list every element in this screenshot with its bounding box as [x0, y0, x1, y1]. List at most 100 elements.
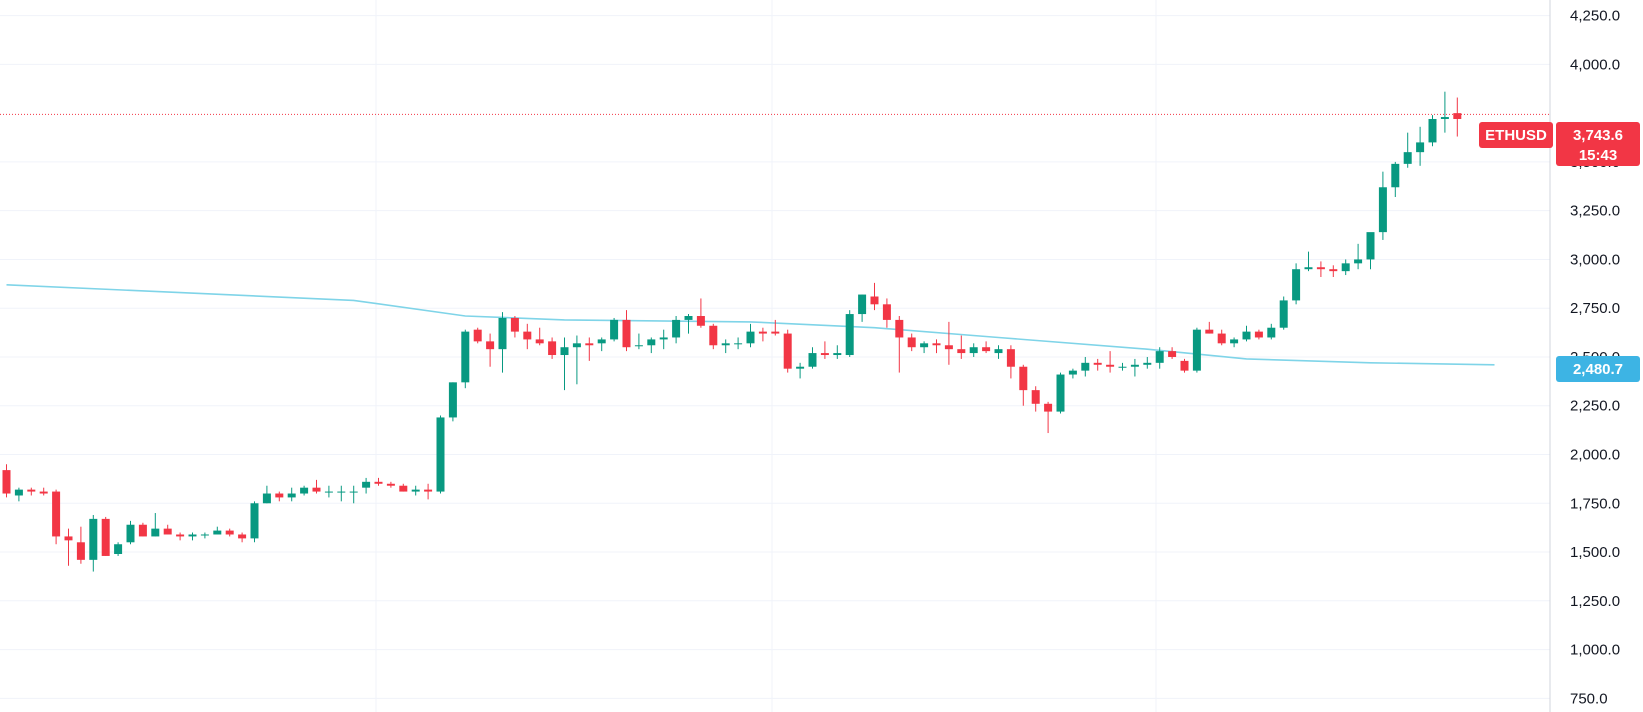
- candle[interactable]: [882, 298, 891, 328]
- candle[interactable]: [957, 335, 966, 359]
- candle[interactable]: [200, 532, 209, 539]
- candle[interactable]: [362, 477, 371, 494]
- candle[interactable]: [1006, 345, 1015, 379]
- candle[interactable]: [14, 487, 23, 502]
- candle[interactable]: [771, 319, 780, 336]
- candle[interactable]: [1354, 243, 1363, 270]
- candle[interactable]: [796, 362, 805, 379]
- candle[interactable]: [572, 335, 581, 385]
- candle[interactable]: [1329, 265, 1338, 277]
- candle[interactable]: [1292, 263, 1301, 305]
- candle[interactable]: [1453, 97, 1462, 137]
- candle[interactable]: [1192, 327, 1201, 373]
- candle[interactable]: [1391, 161, 1400, 198]
- candle[interactable]: [39, 487, 48, 496]
- candle[interactable]: [1068, 368, 1077, 379]
- candle[interactable]: [1428, 115, 1437, 147]
- candle[interactable]: [1341, 259, 1350, 276]
- candle[interactable]: [746, 323, 755, 348]
- candle[interactable]: [709, 323, 718, 350]
- candle[interactable]: [64, 528, 73, 566]
- candle[interactable]: [696, 298, 705, 328]
- candle[interactable]: [1031, 386, 1040, 412]
- candle[interactable]: [721, 339, 730, 354]
- candle[interactable]: [76, 526, 85, 564]
- candle[interactable]: [1180, 358, 1189, 373]
- candle[interactable]: [994, 345, 1003, 359]
- candle[interactable]: [1316, 261, 1325, 277]
- candle[interactable]: [1118, 362, 1127, 371]
- candle[interactable]: [1019, 364, 1028, 406]
- candle[interactable]: [1403, 132, 1412, 168]
- candle[interactable]: [920, 341, 929, 354]
- candle[interactable]: [845, 310, 854, 357]
- candle[interactable]: [138, 522, 147, 537]
- candle[interactable]: [262, 485, 271, 504]
- candle[interactable]: [1044, 401, 1053, 434]
- candle[interactable]: [808, 347, 817, 369]
- candle[interactable]: [858, 294, 867, 322]
- candle[interactable]: [969, 343, 978, 357]
- candle[interactable]: [275, 491, 284, 502]
- candle[interactable]: [659, 329, 668, 350]
- candle[interactable]: [337, 485, 346, 502]
- candle[interactable]: [932, 339, 941, 354]
- candle[interactable]: [300, 485, 309, 496]
- candle[interactable]: [436, 415, 445, 494]
- candle[interactable]: [126, 520, 135, 545]
- candle[interactable]: [1155, 347, 1164, 369]
- candle[interactable]: [324, 485, 333, 498]
- candle[interactable]: [1205, 321, 1214, 334]
- candle[interactable]: [548, 337, 557, 359]
- candle[interactable]: [1230, 337, 1239, 348]
- candle[interactable]: [560, 337, 569, 391]
- candle[interactable]: [1217, 329, 1226, 346]
- candle[interactable]: [1267, 323, 1276, 340]
- candle[interactable]: [1378, 171, 1387, 240]
- candle[interactable]: [312, 479, 321, 494]
- candle[interactable]: [672, 316, 681, 344]
- candle[interactable]: [1279, 296, 1288, 330]
- candle[interactable]: [820, 341, 829, 359]
- candle[interactable]: [188, 532, 197, 541]
- candle[interactable]: [114, 542, 123, 556]
- candle[interactable]: [89, 514, 98, 572]
- candle[interactable]: [27, 487, 36, 496]
- candle[interactable]: [1416, 126, 1425, 166]
- candle[interactable]: [1143, 356, 1152, 369]
- candle[interactable]: [1106, 351, 1115, 373]
- candle[interactable]: [523, 323, 532, 350]
- candle[interactable]: [1254, 329, 1263, 340]
- candle[interactable]: [1440, 91, 1449, 133]
- candle[interactable]: [498, 312, 507, 373]
- candle[interactable]: [1242, 325, 1251, 342]
- candle[interactable]: [1366, 232, 1375, 270]
- candle[interactable]: [535, 327, 544, 346]
- candle[interactable]: [374, 477, 383, 486]
- candle[interactable]: [734, 337, 743, 350]
- candle[interactable]: [213, 526, 222, 535]
- candle[interactable]: [424, 483, 433, 500]
- candle[interactable]: [783, 329, 792, 373]
- candle[interactable]: [349, 485, 358, 504]
- candle[interactable]: [944, 321, 953, 365]
- candle[interactable]: [151, 513, 160, 537]
- candle[interactable]: [101, 516, 110, 556]
- candle[interactable]: [287, 487, 296, 502]
- candle[interactable]: [597, 337, 606, 352]
- candle[interactable]: [461, 329, 470, 389]
- candle[interactable]: [870, 282, 879, 311]
- candle[interactable]: [647, 337, 656, 354]
- candle[interactable]: [895, 316, 904, 373]
- candle[interactable]: [1093, 358, 1102, 371]
- candle[interactable]: [486, 333, 495, 367]
- candle[interactable]: [634, 333, 643, 350]
- candle[interactable]: [250, 501, 259, 543]
- candlesticks[interactable]: [2, 91, 1462, 572]
- candle[interactable]: [1056, 372, 1065, 414]
- candle[interactable]: [1130, 358, 1139, 377]
- candle[interactable]: [411, 485, 420, 496]
- candle[interactable]: [585, 337, 594, 361]
- candle[interactable]: [176, 532, 185, 541]
